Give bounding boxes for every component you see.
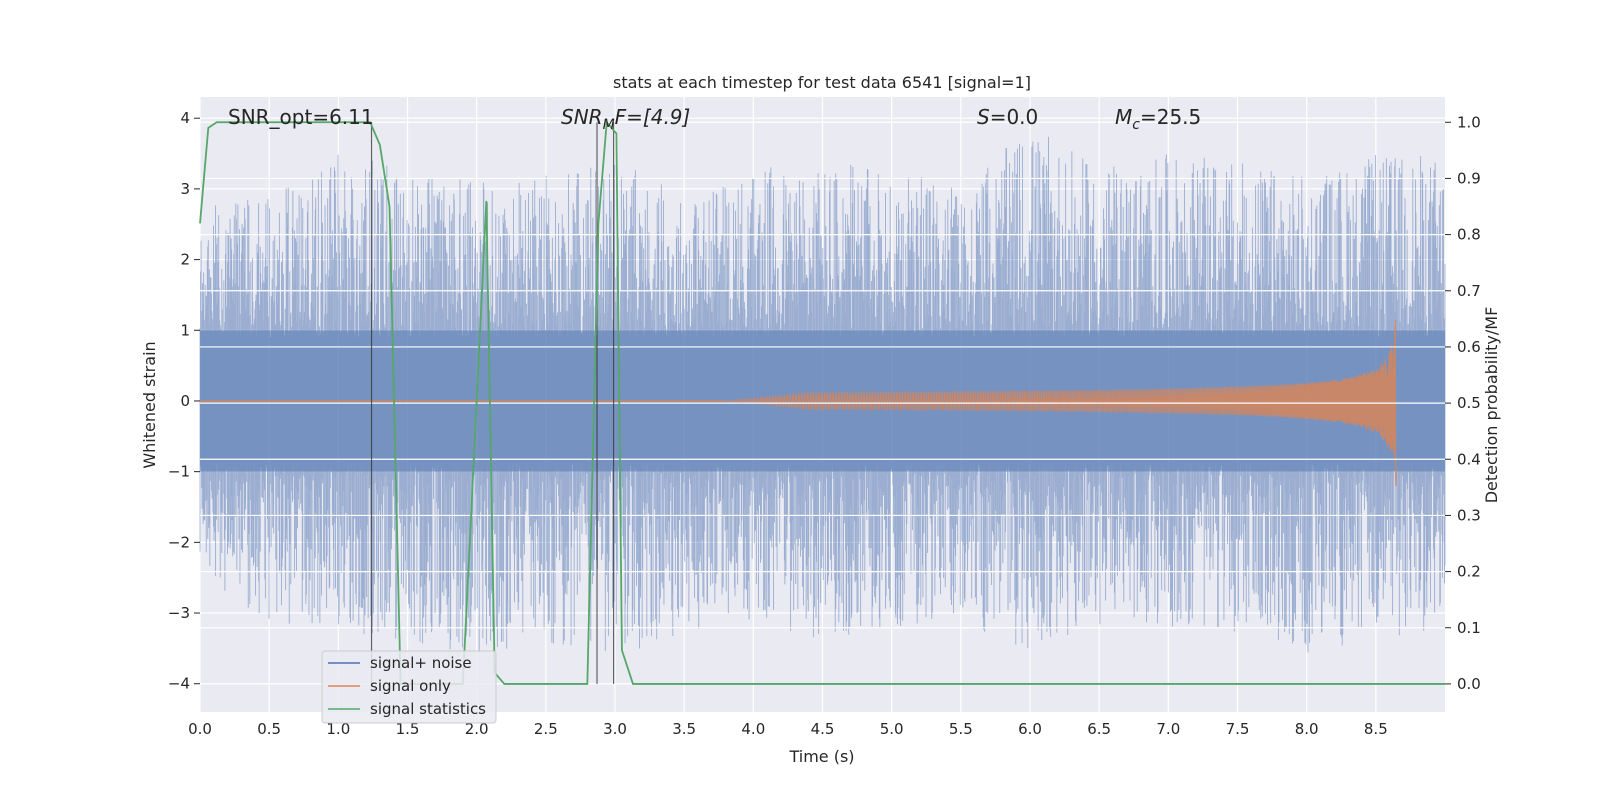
y-tick-label: −2 — [168, 533, 190, 551]
x-tick-label: 6.0 — [1018, 720, 1042, 738]
signal-chirp-line — [725, 319, 1397, 487]
x-tick-label: 0.5 — [257, 720, 281, 738]
s-annotation: S=0.0 — [977, 105, 1038, 129]
y2-tick-label: 0.9 — [1457, 169, 1481, 187]
y-tick-label: 2 — [180, 251, 190, 269]
snr-mf-subscript: M — [603, 117, 615, 133]
x-tick-label: 1.0 — [326, 720, 350, 738]
y-tick-label: 0 — [180, 392, 190, 410]
x-tick-label: 1.5 — [396, 720, 420, 738]
legend: signal+ noise signal only signal statist… — [321, 650, 497, 724]
x-tick-label: 8.0 — [1295, 720, 1319, 738]
y2-tick-label: 0.8 — [1457, 226, 1481, 244]
y2-tick-label: 0.6 — [1457, 338, 1481, 356]
legend-label-noise: signal+ noise — [370, 654, 472, 672]
x-tick-label: 7.5 — [1226, 720, 1250, 738]
y2-axis-label: Detection probability/MF — [1482, 307, 1501, 504]
y-tick-label: 1 — [180, 321, 190, 339]
y-tick-label: 3 — [180, 180, 190, 198]
y-tick-label: −4 — [168, 675, 190, 693]
x-axis-ticks: 0.0 0.5 1.0 1.5 2.0 2.5 3.0 3.5 4.0 4.5 5.0 5.5 6.0 6… — [188, 720, 1388, 738]
mc-subscript: c — [1132, 117, 1140, 133]
signal-only-series — [200, 319, 1397, 487]
x-tick-label: 2.0 — [465, 720, 489, 738]
snr-mf-value: F=[4.9] — [615, 105, 691, 129]
x-tick-label: 8.5 — [1364, 720, 1388, 738]
y2-tick-label: 0.2 — [1457, 563, 1481, 581]
x-axis-label: Time (s) — [788, 747, 854, 766]
y2-tick-label: 0.5 — [1457, 394, 1481, 412]
x-tick-label: 5.5 — [949, 720, 973, 738]
y-tick-label: −3 — [168, 604, 190, 622]
y2-axis-ticks: 0.0 0.1 0.2 0.3 0.4 0.5 0.6 0.7 0.8 0.9 1.0 — [1445, 113, 1481, 693]
x-tick-label: 0.0 — [188, 720, 212, 738]
y2-tick-label: 0.4 — [1457, 450, 1481, 468]
x-tick-label: 6.5 — [1087, 720, 1111, 738]
y2-tick-label: 0.1 — [1457, 619, 1481, 637]
legend-label-statistics: signal statistics — [370, 700, 486, 718]
y-tick-label: −1 — [168, 463, 190, 481]
y2-tick-label: 1.0 — [1457, 113, 1481, 131]
x-tick-label: 7.0 — [1156, 720, 1180, 738]
x-tick-label: 5.0 — [880, 720, 904, 738]
statistics-line — [199, 120, 1445, 685]
chart-title: stats at each timestep for test data 654… — [613, 73, 1031, 92]
s-symbol: S — [977, 105, 990, 129]
legend-label-signal: signal only — [370, 677, 451, 695]
y-axis-ticks: 4 3 2 1 0 −1 −2 −3 −4 — [168, 109, 200, 693]
x-tick-label: 4.0 — [741, 720, 765, 738]
y-tick-label: 4 — [180, 109, 190, 127]
s-value: =0.0 — [990, 105, 1039, 129]
snr-mf-symbol: SNR — [561, 105, 603, 129]
x-tick-label: 3.0 — [603, 720, 627, 738]
y2-tick-label: 0.0 — [1457, 675, 1481, 693]
x-tick-label: 2.5 — [534, 720, 558, 738]
x-tick-label: 3.5 — [672, 720, 696, 738]
y-axis-label: Whitened strain — [140, 341, 159, 468]
y2-tick-label: 0.7 — [1457, 282, 1481, 300]
snr-mf-annotation: SNRMF=[4.9] — [561, 105, 690, 133]
mc-annotation: Mc=25.5 — [1115, 105, 1201, 133]
mc-symbol: M — [1115, 105, 1132, 129]
signal-statistics-series — [199, 120, 1445, 685]
legend-box — [321, 650, 497, 724]
x-tick-label: 4.5 — [811, 720, 835, 738]
snr-opt-annotation: SNR_opt=6.11 — [228, 105, 374, 129]
mc-value: =25.5 — [1140, 105, 1201, 129]
marker-lines — [370, 122, 615, 684]
y2-tick-label: 0.3 — [1457, 506, 1481, 524]
